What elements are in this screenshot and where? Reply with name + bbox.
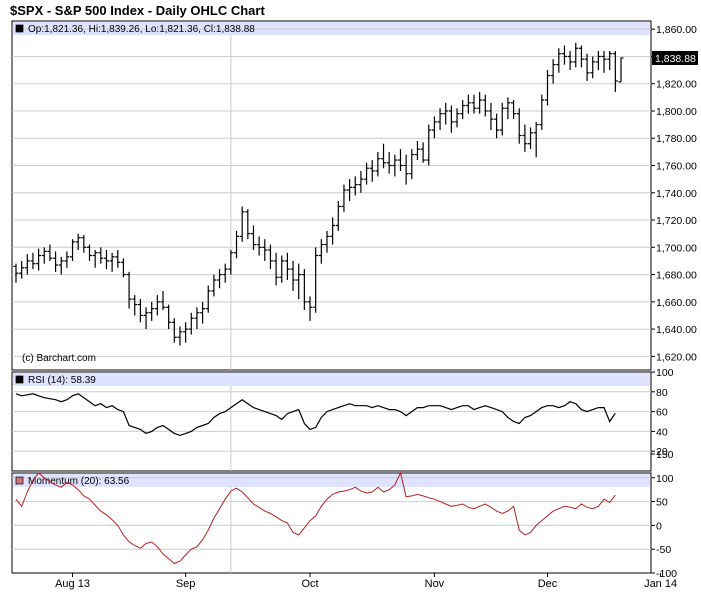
last-price-box — [652, 50, 698, 65]
rsi-ytick-label: 100 — [656, 367, 674, 379]
chart-title: $SPX - S&P 500 Index - Daily OHLC Chart — [10, 3, 265, 18]
price-ytick-label: 1,660.00 — [656, 297, 697, 309]
x-tick-label: Sep — [176, 578, 196, 590]
momentum-panel: -100 -50 0 50 100 150 Momentum (20): 63.56 — [11, 449, 677, 580]
rsi-legend-marker — [15, 375, 24, 384]
price-frame — [11, 20, 652, 371]
price-ytick-label: 1,720.00 — [656, 215, 697, 227]
momentum-legend-band — [13, 474, 650, 487]
momentum-legend-text: Momentum (20): 63.56 — [28, 476, 130, 487]
x-tick-label: Jan 14 — [644, 578, 677, 590]
price-legend-marker — [15, 24, 24, 33]
price-ytick-label: 1,700.00 — [656, 242, 697, 254]
price-ytick-label: 1,860.00 — [656, 24, 697, 36]
momentum-ytick-label: -100 — [656, 568, 677, 580]
x-tick-label: Oct — [301, 578, 318, 590]
price-panel: 1,620.00 1,640.00 1,660.00 1,680.00 1,700.00… — [11, 20, 698, 371]
x-tick-label: Dec — [538, 578, 558, 590]
momentum-legend-marker — [15, 476, 24, 485]
price-ytick-label: 1,760.00 — [656, 161, 697, 173]
rsi-ytick-label: 20 — [656, 446, 668, 458]
price-ytick-label: 1,680.00 — [656, 270, 697, 282]
last-price-label: 1,838.88 — [655, 53, 696, 65]
rsi-frame — [11, 371, 652, 472]
rsi-ytick-label: 80 — [656, 387, 668, 399]
x-tick-label: Nov — [425, 578, 445, 590]
momentum-ytick-label: 100 — [656, 473, 674, 485]
rsi-ytick-label: 60 — [656, 407, 668, 419]
price-ytick-label: 1,800.00 — [656, 106, 697, 118]
momentum-line — [15, 471, 616, 565]
rsi-panel: 20 40 60 80 100 RSI (14): 58.39 — [11, 367, 674, 472]
watermark: (c) Barchart.com — [22, 353, 96, 364]
price-ytick-label: 1,780.00 — [656, 133, 697, 145]
rsi-ytick-label: 40 — [656, 426, 668, 438]
momentum-ytick-label: 0 — [656, 520, 662, 532]
momentum-ytick-label: -50 — [656, 544, 671, 556]
price-ytick-label: 1,740.00 — [656, 188, 697, 200]
price-legend-text: Op:1,821.36, Hi:1,839.26, Lo:1,821.36, C… — [28, 24, 255, 35]
x-axis: Aug 13 Sep Oct Nov Dec Jan 14 — [55, 573, 677, 590]
price-legend-band — [13, 22, 650, 35]
rsi-line — [15, 393, 616, 437]
price-ytick-label: 1,820.00 — [656, 79, 697, 91]
momentum-ytick-label: 150 — [656, 449, 674, 461]
price-ytick-label: 1,620.00 — [656, 351, 697, 363]
rsi-legend-text: RSI (14): 58.39 — [28, 375, 96, 386]
momentum-frame — [11, 472, 652, 574]
x-tick-label: Aug 13 — [55, 578, 90, 590]
rsi-legend-band — [13, 373, 650, 386]
momentum-ytick-label: 50 — [656, 497, 668, 509]
price-ytick-label: 1,640.00 — [656, 324, 697, 336]
